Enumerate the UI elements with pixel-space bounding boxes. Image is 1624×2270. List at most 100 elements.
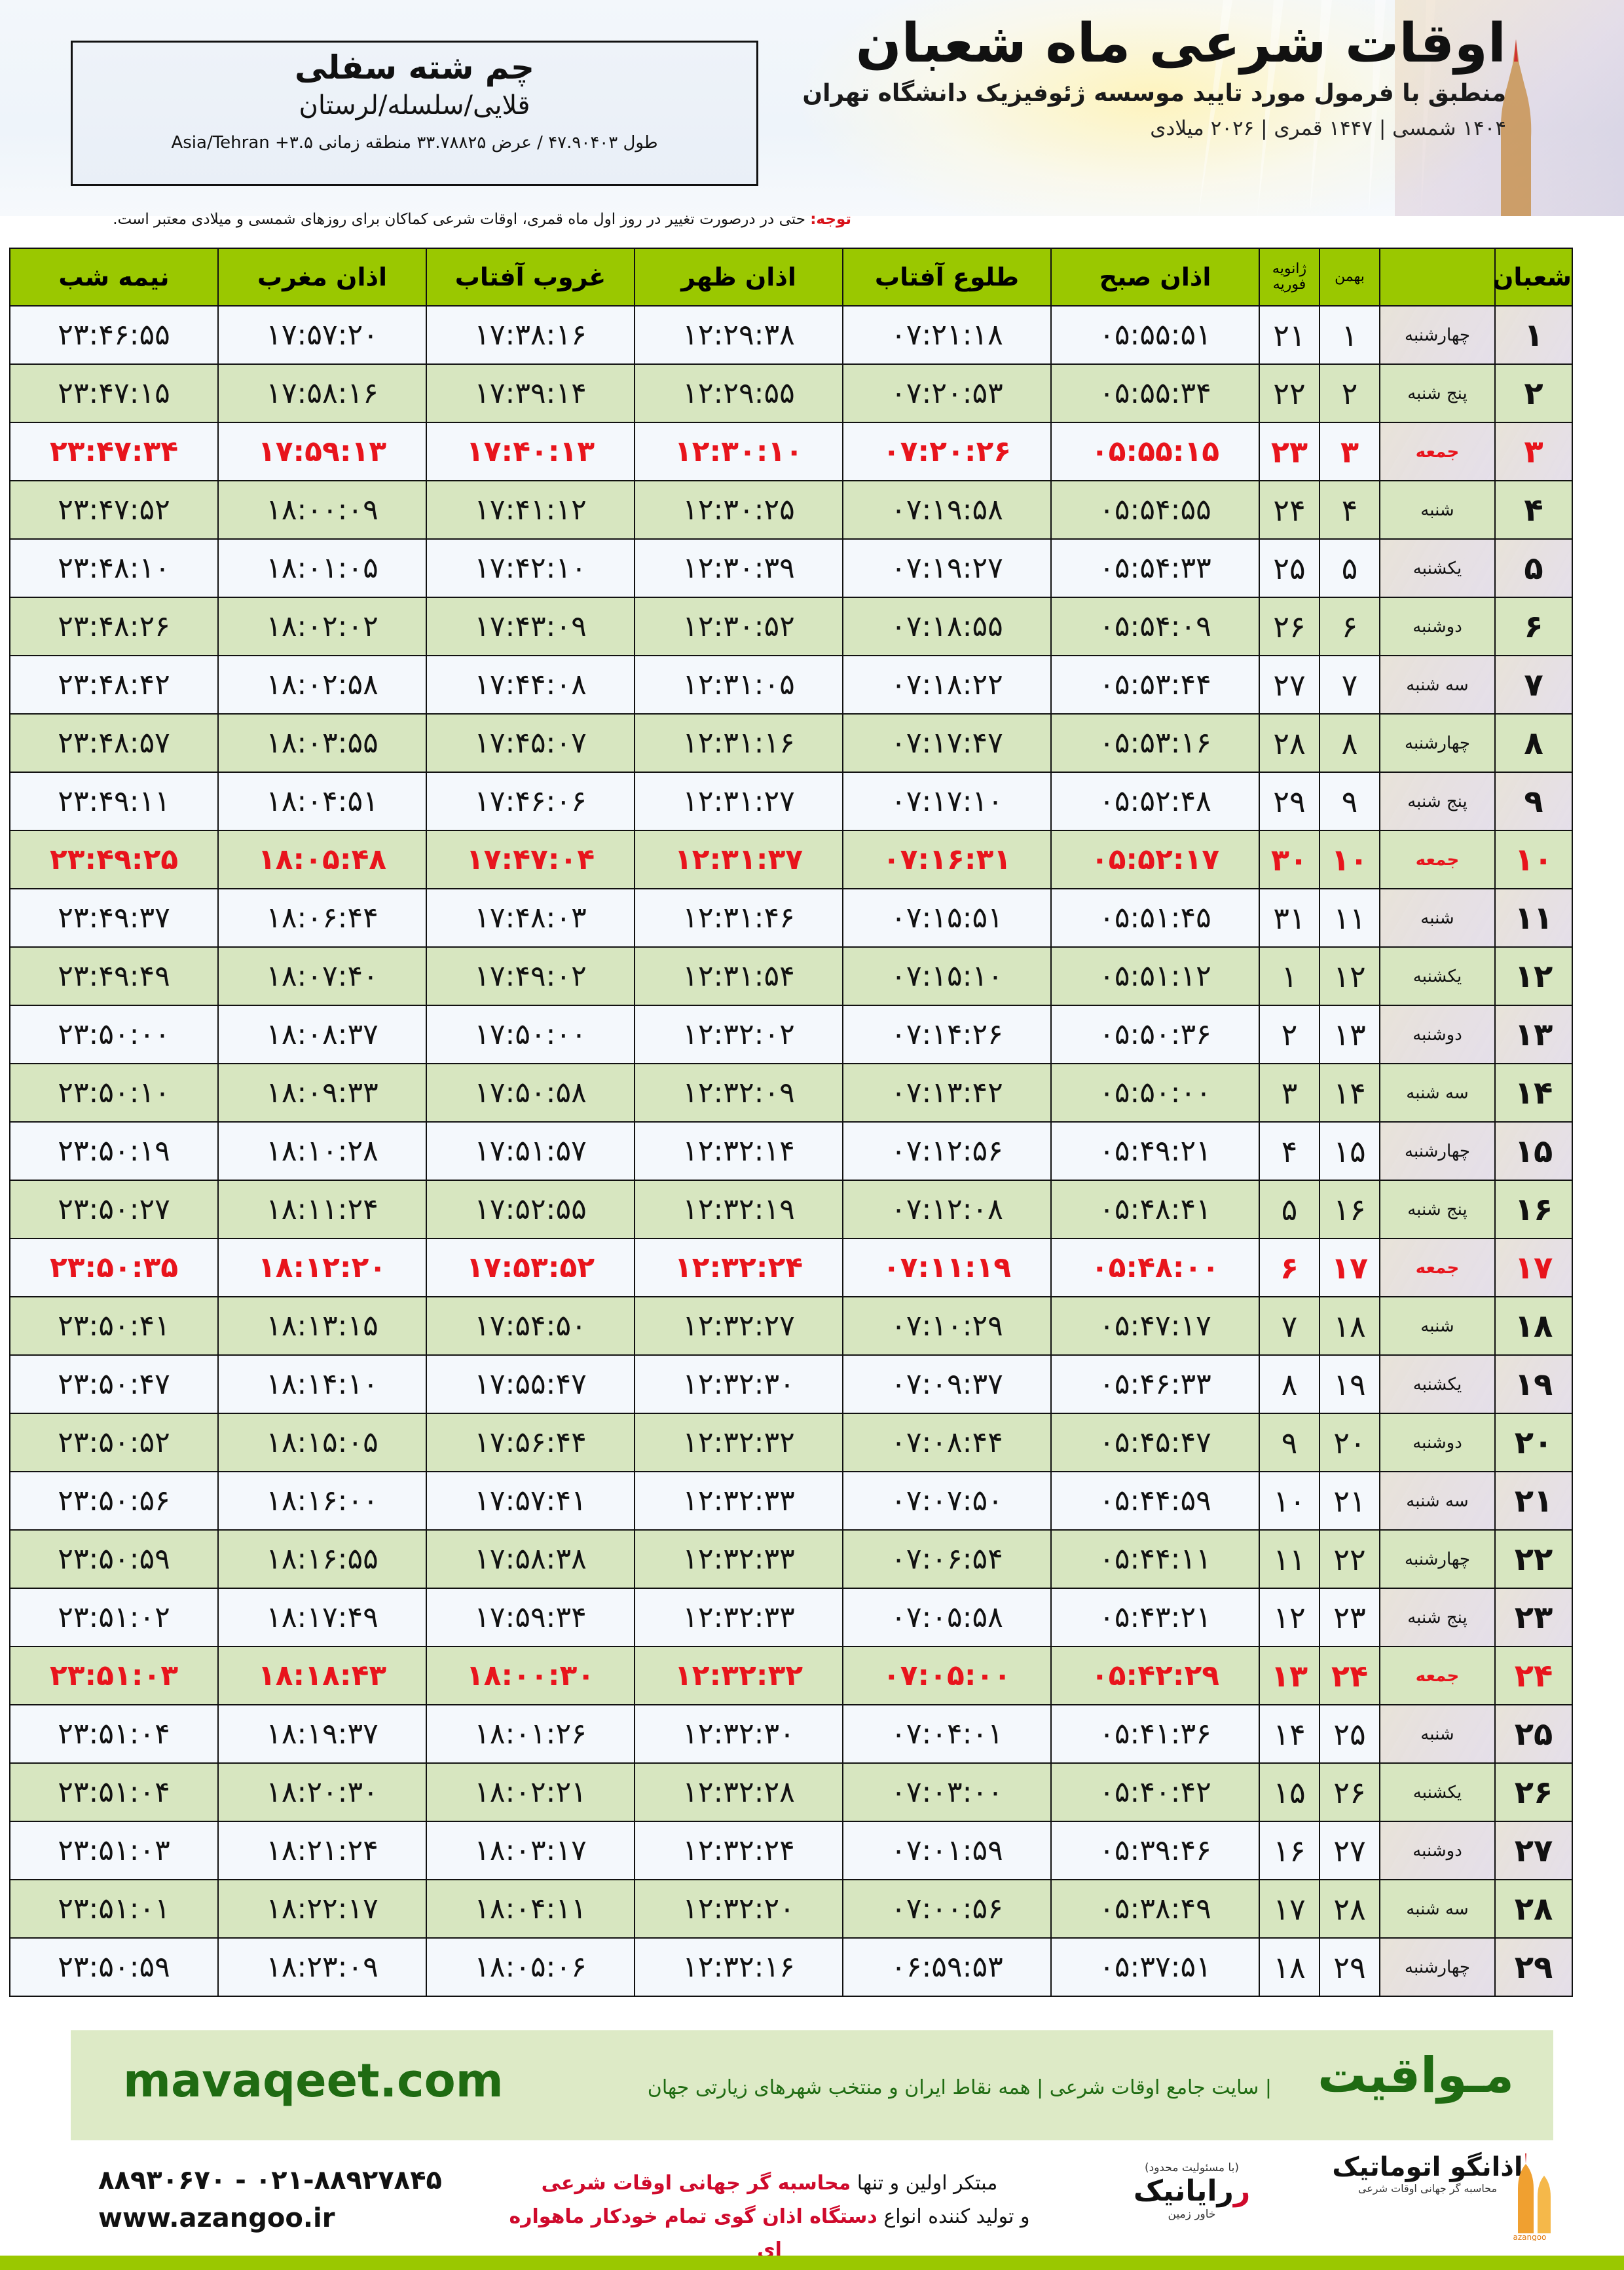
table-body: ۱ چهارشنبه ۱ ۲۱ ۰۵:۵۵:۵۱ ۰۷:۲۱:۱۸ ۱۲:۲۹:۳۸ ۱۷:۳…: [9, 305, 1573, 1997]
col-header-dhuhr: اذان ظهر: [634, 248, 843, 307]
cell-feb: ۲۵: [1259, 538, 1320, 598]
cell-fajr: ۰۵:۵۲:۱۷: [1050, 830, 1260, 889]
col-header-bahman: بهمن: [1319, 248, 1380, 307]
cell-feb: ۱: [1259, 946, 1320, 1006]
cell-maghrib: ۱۸:۲۱:۲۴: [217, 1821, 427, 1880]
cell-shaban: ۱۹: [1494, 1354, 1573, 1414]
cell-maghrib: ۱۸:۰۲:۰۲: [217, 597, 427, 656]
cell-dhuhr: ۱۲:۳۲:۱۹: [634, 1180, 843, 1239]
cell-maghrib: ۱۸:۰۰:۰۹: [217, 480, 427, 540]
cell-sunrise: ۰۷:۱۲:۰۸: [842, 1180, 1052, 1239]
cell-fajr: ۰۵:۴۳:۲۱: [1050, 1588, 1260, 1647]
cell-shaban: ۹: [1494, 772, 1573, 831]
cell-weekday: دوشنبه: [1379, 1821, 1496, 1880]
cell-fajr: ۰۵:۵۴:۳۳: [1050, 538, 1260, 598]
cell-shaban: ۶: [1494, 597, 1573, 656]
cell-midnight: ۲۳:۵۰:۱۰: [9, 1063, 219, 1123]
cell-weekday: سه شنبه: [1379, 655, 1496, 715]
cell-sunrise: ۰۷:۰۱:۵۹: [842, 1821, 1052, 1880]
cell-sunset: ۱۷:۵۱:۵۷: [426, 1121, 635, 1181]
cell-sunset: ۱۸:۰۲:۲۱: [426, 1762, 635, 1822]
table-row: ۲۸ سه شنبه ۲۸ ۱۷ ۰۵:۳۸:۴۹ ۰۷:۰۰:۵۶ ۱۲:۳۲:۲۰ ۱۸:…: [9, 1879, 1573, 1939]
cell-feb: ۲۹: [1259, 772, 1320, 831]
cell-shaban: ۲۰: [1494, 1413, 1573, 1472]
col-header-gregorian-bottom: فوریه: [1272, 276, 1306, 293]
cell-bahman: ۱۵: [1319, 1121, 1380, 1181]
cell-sunrise: ۰۷:۱۵:۱۰: [842, 946, 1052, 1006]
cell-fajr: ۰۵:۵۴:۵۵: [1050, 480, 1260, 540]
cell-bahman: ۲۴: [1319, 1646, 1380, 1705]
cell-maghrib: ۱۸:۱۱:۲۴: [217, 1180, 427, 1239]
cell-fajr: ۰۵:۴۰:۴۲: [1050, 1762, 1260, 1822]
cell-dhuhr: ۱۲:۳۲:۳۰: [634, 1704, 843, 1764]
cell-maghrib: ۱۸:۲۳:۰۹: [217, 1937, 427, 1997]
cell-dhuhr: ۱۲:۳۲:۰۹: [634, 1063, 843, 1123]
cell-bahman: ۱۸: [1319, 1296, 1380, 1356]
cell-sunset: ۱۷:۵۳:۵۲: [426, 1238, 635, 1297]
col-header-sunset: غروب آفتاب: [426, 248, 635, 307]
cell-midnight: ۲۳:۵۱:۰۱: [9, 1879, 219, 1939]
cell-fajr: ۰۵:۵۴:۰۹: [1050, 597, 1260, 656]
slogan-block: مبتکر اولین و تنها محاسبه گر جهانی اوقات…: [498, 2167, 1041, 2267]
cell-maghrib: ۱۸:۱۹:۳۷: [217, 1704, 427, 1764]
table-row: ۱ چهارشنبه ۱ ۲۱ ۰۵:۵۵:۵۱ ۰۷:۲۱:۱۸ ۱۲:۲۹:۳۸ ۱۷:۳…: [9, 305, 1573, 365]
cell-bahman: ۲۶: [1319, 1762, 1380, 1822]
cell-midnight: ۲۳:۵۰:۵۹: [9, 1937, 219, 1997]
cell-maghrib: ۱۸:۱۷:۴۹: [217, 1588, 427, 1647]
cell-dhuhr: ۱۲:۳۰:۲۵: [634, 480, 843, 540]
cell-midnight: ۲۳:۵۰:۴۱: [9, 1296, 219, 1356]
cell-midnight: ۲۳:۴۷:۱۵: [9, 363, 219, 423]
cell-sunset: ۱۷:۴۰:۱۳: [426, 422, 635, 481]
cell-sunrise: ۰۷:۰۸:۴۴: [842, 1413, 1052, 1472]
cell-sunrise: ۰۷:۱۵:۵۱: [842, 888, 1052, 948]
cell-weekday: یکشنبه: [1379, 1354, 1496, 1414]
footer-contact-bar: [0, 2140, 1624, 2258]
cell-maghrib: ۱۷:۵۸:۱۶: [217, 363, 427, 423]
website-link[interactable]: www.azangoo.ir: [98, 2203, 335, 2233]
mavaqeet-domain-link[interactable]: mavaqeet.com: [123, 2054, 504, 2108]
cell-dhuhr: ۱۲:۳۱:۲۷: [634, 772, 843, 831]
cell-feb: ۳۰: [1259, 830, 1320, 889]
cell-bahman: ۲۷: [1319, 1821, 1380, 1880]
table-row: ۱۸ شنبه ۱۸ ۷ ۰۵:۴۷:۱۷ ۰۷:۱۰:۲۹ ۱۲:۳۲:۲۷ ۱۷:۵۴:۵…: [9, 1296, 1573, 1356]
cell-feb: ۷: [1259, 1296, 1320, 1356]
location-city: چم شته سفلی: [294, 48, 535, 86]
cell-bahman: ۱: [1319, 305, 1380, 365]
cell-maghrib: ۱۸:۱۶:۰۰: [217, 1471, 427, 1531]
slogan-line-2-highlight: دستگاه اذان گوی تمام خودکار ماهواره ای: [509, 2205, 877, 2261]
cell-midnight: ۲۳:۵۱:۰۴: [9, 1762, 219, 1822]
cell-fajr: ۰۵:۵۰:۳۶: [1050, 1005, 1260, 1064]
cell-weekday: جمعه: [1379, 830, 1496, 889]
table-row: ۲۱ سه شنبه ۲۱ ۱۰ ۰۵:۴۴:۵۹ ۰۷:۰۷:۵۰ ۱۲:۳۲:۳۳ ۱۷:…: [9, 1471, 1573, 1531]
cell-feb: ۲: [1259, 1005, 1320, 1064]
cell-dhuhr: ۱۲:۳۰:۳۹: [634, 538, 843, 598]
cell-weekday: سه شنبه: [1379, 1063, 1496, 1123]
table-row: ۲۰ دوشنبه ۲۰ ۹ ۰۵:۴۵:۴۷ ۰۷:۰۸:۴۴ ۱۲:۳۲:۳۲ ۱۷:۵۶…: [9, 1413, 1573, 1472]
azangoo-latin-label: azangoo: [1513, 2233, 1547, 2241]
cell-sunrise: ۰۷:۱۷:۱۰: [842, 772, 1052, 831]
cell-maghrib: ۱۸:۰۸:۳۷: [217, 1005, 427, 1064]
cell-fajr: ۰۵:۵۵:۵۱: [1050, 305, 1260, 365]
cell-fajr: ۰۵:۵۵:۳۴: [1050, 363, 1260, 423]
page-years: ۱۴۰۴ شمسی | ۱۴۴۷ قمری | ۲۰۲۶ میلادی: [1150, 117, 1506, 140]
cell-midnight: ۲۳:۴۸:۱۰: [9, 538, 219, 598]
cell-midnight: ۲۳:۵۱:۰۲: [9, 1588, 219, 1647]
cell-shaban: ۲۷: [1494, 1821, 1573, 1880]
cell-shaban: ۳: [1494, 422, 1573, 481]
cell-weekday: یکشنبه: [1379, 946, 1496, 1006]
cell-midnight: ۲۳:۴۹:۴۹: [9, 946, 219, 1006]
cell-sunset: ۱۷:۵۲:۵۵: [426, 1180, 635, 1239]
cell-dhuhr: ۱۲:۳۱:۱۶: [634, 713, 843, 773]
cell-feb: ۲۳: [1259, 422, 1320, 481]
cell-fajr: ۰۵:۳۸:۴۹: [1050, 1879, 1260, 1939]
cell-feb: ۱۱: [1259, 1529, 1320, 1589]
cell-shaban: ۱۳: [1494, 1005, 1573, 1064]
cell-shaban: ۷: [1494, 655, 1573, 715]
cell-feb: ۲۷: [1259, 655, 1320, 715]
cell-midnight: ۲۳:۵۱:۰۳: [9, 1821, 219, 1880]
cell-feb: ۲۴: [1259, 480, 1320, 540]
cell-midnight: ۲۳:۵۱:۰۳: [9, 1646, 219, 1705]
cell-shaban: ۱۱: [1494, 888, 1573, 948]
cell-sunrise: ۰۷:۱۹:۲۷: [842, 538, 1052, 598]
table-row: ۱۴ سه شنبه ۱۴ ۳ ۰۵:۵۰:۰۰ ۰۷:۱۳:۴۲ ۱۲:۳۲:۰۹ ۱۷:۵…: [9, 1063, 1573, 1123]
